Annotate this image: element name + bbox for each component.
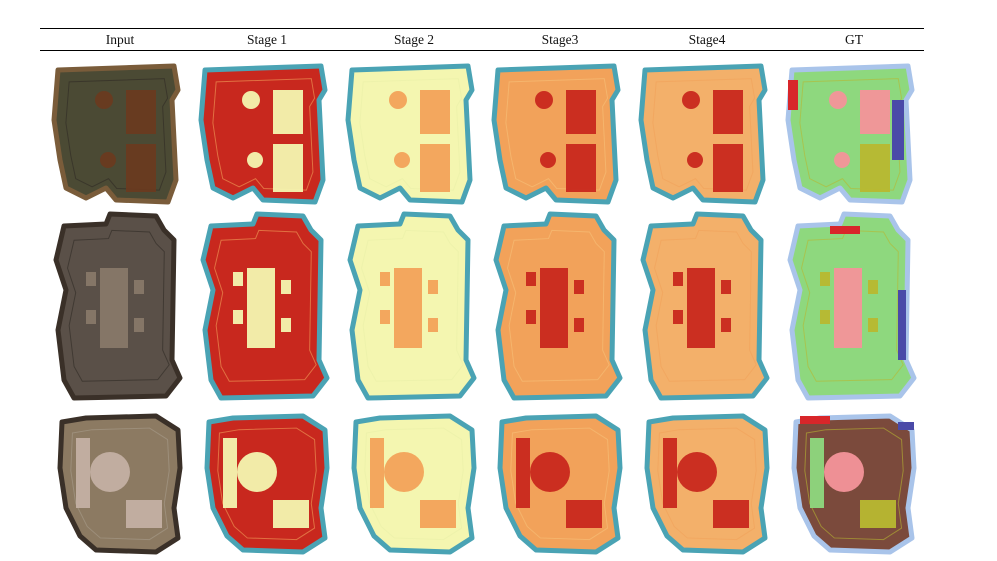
column-header-input: Input bbox=[105, 32, 135, 47]
scene-3-stage3-heatmap bbox=[486, 408, 634, 558]
scene-1-gt-segmentation bbox=[780, 60, 928, 212]
column-header-stage2: Stage 2 bbox=[393, 32, 435, 47]
scene-2-stage1-heatmap bbox=[193, 210, 341, 401]
scene-1-stage3-heatmap bbox=[486, 60, 634, 212]
scene-3-stage4-heatmap bbox=[633, 408, 781, 558]
scene-2-input-photo bbox=[46, 210, 194, 401]
column-header-stage3: Stage3 bbox=[541, 32, 579, 47]
scene-3-stage1-heatmap bbox=[193, 408, 341, 558]
scene-1-stage1-heatmap bbox=[193, 60, 341, 212]
scene-2-gt-segmentation bbox=[780, 210, 928, 401]
scene-3-gt-segmentation bbox=[780, 408, 928, 558]
table-top-rule bbox=[40, 28, 924, 30]
scene-3-stage2-heatmap bbox=[340, 408, 488, 558]
scene-2-stage4-heatmap bbox=[633, 210, 781, 401]
column-header-stage4: Stage4 bbox=[688, 32, 726, 47]
column-header-gt: GT bbox=[845, 32, 863, 47]
scene-3-input-photo bbox=[46, 408, 194, 558]
scene-2-stage2-heatmap bbox=[340, 210, 488, 401]
scene-1-stage2-heatmap bbox=[340, 60, 488, 212]
scene-1-input-photo bbox=[46, 60, 194, 212]
table-header-rule bbox=[40, 50, 924, 51]
scene-1-stage4-heatmap bbox=[633, 60, 781, 212]
column-header-stage1: Stage 1 bbox=[246, 32, 288, 47]
scene-2-stage3-heatmap bbox=[486, 210, 634, 401]
